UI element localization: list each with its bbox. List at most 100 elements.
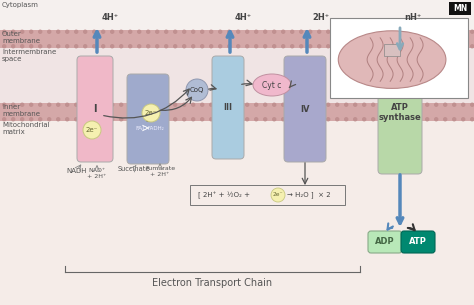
Circle shape	[119, 44, 123, 48]
Circle shape	[155, 44, 159, 48]
Circle shape	[281, 102, 285, 107]
Circle shape	[200, 102, 204, 107]
Circle shape	[92, 102, 96, 107]
Circle shape	[470, 30, 474, 34]
Circle shape	[236, 102, 240, 107]
Text: III: III	[224, 103, 233, 112]
Circle shape	[254, 44, 258, 48]
Circle shape	[2, 117, 7, 121]
Circle shape	[191, 44, 195, 48]
Circle shape	[380, 102, 384, 107]
Text: → H₂O ]  × 2: → H₂O ] × 2	[287, 192, 331, 198]
Circle shape	[29, 30, 33, 34]
Text: Cyt c: Cyt c	[262, 81, 282, 89]
Ellipse shape	[338, 31, 446, 88]
Circle shape	[461, 102, 465, 107]
Circle shape	[101, 117, 105, 121]
Circle shape	[245, 117, 249, 121]
Circle shape	[155, 102, 159, 107]
Circle shape	[443, 102, 447, 107]
Circle shape	[128, 30, 132, 34]
Circle shape	[371, 102, 375, 107]
Circle shape	[434, 102, 438, 107]
Circle shape	[209, 102, 213, 107]
Bar	[0, 30, 474, 48]
Circle shape	[254, 117, 258, 121]
Circle shape	[182, 102, 186, 107]
Circle shape	[281, 117, 285, 121]
Circle shape	[317, 117, 321, 121]
Circle shape	[290, 44, 294, 48]
Circle shape	[173, 44, 177, 48]
Circle shape	[65, 102, 69, 107]
Circle shape	[20, 117, 24, 121]
Circle shape	[155, 30, 159, 34]
Circle shape	[272, 117, 276, 121]
Circle shape	[407, 117, 411, 121]
Text: 2e⁻: 2e⁻	[273, 192, 283, 198]
Circle shape	[209, 44, 213, 48]
Circle shape	[281, 44, 285, 48]
Circle shape	[299, 102, 303, 107]
Circle shape	[101, 102, 105, 107]
Text: FAD: FAD	[135, 125, 147, 131]
Bar	[0, 48, 474, 103]
Circle shape	[11, 102, 15, 107]
Circle shape	[173, 102, 177, 107]
Bar	[449, 2, 471, 15]
Circle shape	[452, 102, 456, 107]
Circle shape	[47, 117, 51, 121]
Circle shape	[263, 44, 267, 48]
Circle shape	[389, 102, 393, 107]
Circle shape	[389, 117, 393, 121]
Circle shape	[470, 102, 474, 107]
Circle shape	[186, 79, 208, 101]
Circle shape	[164, 44, 168, 48]
Circle shape	[191, 102, 195, 107]
Circle shape	[128, 44, 132, 48]
Circle shape	[227, 30, 231, 34]
Circle shape	[218, 102, 222, 107]
Circle shape	[65, 30, 69, 34]
Circle shape	[11, 30, 15, 34]
Text: CoQ: CoQ	[190, 87, 204, 93]
Circle shape	[398, 102, 402, 107]
Circle shape	[182, 30, 186, 34]
Circle shape	[128, 102, 132, 107]
Circle shape	[110, 102, 114, 107]
Circle shape	[299, 117, 303, 121]
Circle shape	[380, 117, 384, 121]
FancyBboxPatch shape	[77, 56, 113, 162]
Text: 4H⁺: 4H⁺	[102, 13, 119, 22]
Circle shape	[146, 117, 150, 121]
Text: IV: IV	[300, 105, 310, 113]
FancyBboxPatch shape	[212, 56, 244, 159]
Circle shape	[92, 30, 96, 34]
Circle shape	[317, 102, 321, 107]
Circle shape	[92, 44, 96, 48]
Circle shape	[191, 30, 195, 34]
Circle shape	[272, 44, 276, 48]
Circle shape	[182, 117, 186, 121]
Text: ATP
synthase: ATP synthase	[379, 103, 421, 122]
Circle shape	[38, 30, 42, 34]
Circle shape	[146, 44, 150, 48]
Circle shape	[38, 117, 42, 121]
Circle shape	[335, 117, 339, 121]
Circle shape	[38, 102, 42, 107]
Circle shape	[2, 44, 7, 48]
Text: ATP: ATP	[409, 238, 427, 246]
FancyBboxPatch shape	[378, 51, 422, 174]
Bar	[190, 185, 345, 205]
Text: I: I	[93, 104, 97, 114]
Circle shape	[20, 44, 24, 48]
Text: 2H⁺: 2H⁺	[312, 13, 329, 22]
Text: FADH₂: FADH₂	[147, 125, 164, 131]
Circle shape	[2, 30, 7, 34]
Circle shape	[326, 102, 330, 107]
Circle shape	[317, 44, 321, 48]
Circle shape	[83, 44, 87, 48]
Circle shape	[74, 117, 78, 121]
Circle shape	[56, 117, 60, 121]
Circle shape	[398, 117, 402, 121]
